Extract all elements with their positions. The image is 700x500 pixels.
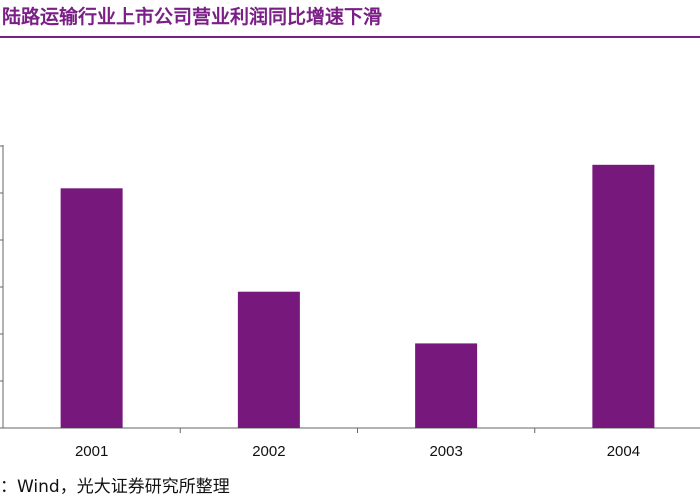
- chart-title: 陆路运输行业上市公司营业利润同比增速下滑: [2, 6, 383, 28]
- bar-2002: [237, 291, 300, 428]
- source-note: ：Wind，光大证券研究所整理: [0, 477, 230, 497]
- x-axis-ticks: [179, 428, 536, 433]
- bar-2004: [592, 164, 655, 429]
- bar-2003: [415, 343, 478, 428]
- bar-series: [60, 164, 655, 429]
- x-tick-label: 2002: [252, 443, 285, 460]
- x-tick-label: 2001: [75, 443, 108, 460]
- bar-2001: [60, 188, 123, 428]
- x-tick-label: 2003: [429, 443, 462, 460]
- y-axis-ticks: [0, 145, 3, 429]
- x-axis-labels: 2001 2002 2003 2004: [75, 443, 640, 460]
- x-tick-label: 2004: [607, 443, 640, 460]
- title-underline: [0, 36, 700, 38]
